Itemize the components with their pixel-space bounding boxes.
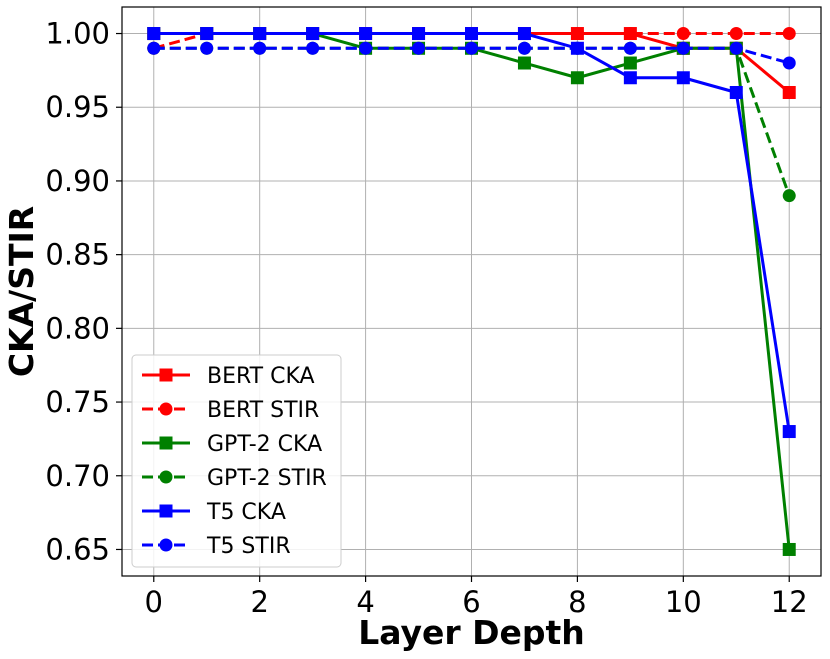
x-tick-label: 8 xyxy=(568,585,586,619)
legend-marker xyxy=(159,470,173,484)
data-point-t5-stir xyxy=(412,41,426,55)
data-point-t5-cka xyxy=(200,27,214,41)
data-point-t5-stir xyxy=(359,41,373,55)
data-point-gpt-2-stir xyxy=(782,189,796,203)
legend-marker xyxy=(159,436,173,450)
x-tick-label: 0 xyxy=(145,585,163,619)
series-t5-stir xyxy=(147,41,796,70)
series-layer xyxy=(147,27,796,556)
legend-label: T5 STIR xyxy=(206,534,291,559)
x-tick-label: 12 xyxy=(771,585,808,619)
legend-item-gpt-2-stir: GPT-2 STIR xyxy=(142,466,327,491)
x-axis-title: Layer Depth xyxy=(358,613,585,652)
data-point-t5-stir xyxy=(200,41,214,55)
y-tick-label: 1.00 xyxy=(45,17,110,51)
legend-marker xyxy=(159,504,173,518)
data-point-t5-cka xyxy=(147,27,161,41)
data-point-t5-stir xyxy=(147,41,161,55)
data-point-gpt-2-cka xyxy=(782,542,796,556)
data-point-t5-stir xyxy=(570,41,584,55)
data-point-t5-cka xyxy=(306,27,320,41)
legend: BERT CKA BERT STIR GPT-2 CKA GPT-2 STIR T5 C… xyxy=(131,354,342,568)
y-tick-label: 0.95 xyxy=(45,90,110,124)
legend-label: BERT CKA xyxy=(207,364,315,389)
ticks: 0 2 4 6 8 10 12 0.65 0.70 0.75 0.80 0.85 0.90 0.95 1.0… xyxy=(45,17,807,619)
data-point-t5-cka xyxy=(253,27,267,41)
data-point-t5-stir xyxy=(253,41,267,55)
data-point-t5-cka xyxy=(676,71,690,85)
data-point-t5-stir xyxy=(676,41,690,55)
y-tick-label: 0.85 xyxy=(45,238,110,272)
data-point-t5-cka xyxy=(623,71,637,85)
data-point-gpt-2-cka xyxy=(517,56,531,70)
y-tick-label: 0.70 xyxy=(45,459,110,493)
x-tick-label: 6 xyxy=(462,585,480,619)
y-tick-label: 0.80 xyxy=(45,311,110,345)
legend-marker xyxy=(159,538,173,552)
x-tick-label: 10 xyxy=(665,585,702,619)
y-tick-label: 0.65 xyxy=(45,532,110,566)
data-point-t5-cka xyxy=(517,27,531,41)
x-tick-label: 2 xyxy=(250,585,268,619)
data-point-t5-cka xyxy=(729,85,743,99)
grid xyxy=(122,7,821,576)
legend-item-t5-cka: T5 CKA xyxy=(142,500,286,525)
legend-label: BERT STIR xyxy=(207,398,319,423)
legend-label: GPT-2 STIR xyxy=(207,466,327,491)
data-point-t5-stir xyxy=(782,56,796,70)
data-point-t5-stir xyxy=(465,41,478,55)
data-point-bert-stir xyxy=(570,27,584,41)
y-tick-label: 0.75 xyxy=(45,385,110,419)
data-point-t5-stir xyxy=(306,41,320,55)
data-point-t5-cka xyxy=(782,425,796,439)
data-point-bert-stir xyxy=(782,27,796,41)
legend-item-bert-cka: BERT CKA xyxy=(142,364,315,389)
data-point-t5-cka xyxy=(465,27,478,41)
legend-marker xyxy=(159,368,173,382)
y-tick-label: 0.90 xyxy=(45,164,110,198)
data-point-bert-stir xyxy=(676,27,690,41)
data-point-t5-cka xyxy=(412,27,426,41)
data-point-bert-cka xyxy=(782,85,796,99)
data-point-bert-stir xyxy=(623,27,637,41)
data-point-t5-stir xyxy=(729,41,743,55)
legend-item-bert-stir: BERT STIR xyxy=(142,398,319,423)
legend-label: T5 CKA xyxy=(206,500,286,525)
data-point-t5-cka xyxy=(359,27,373,41)
data-point-bert-stir xyxy=(729,27,743,41)
data-point-t5-stir xyxy=(623,41,637,55)
legend-label: GPT-2 CKA xyxy=(207,432,322,457)
data-point-gpt-2-cka xyxy=(623,56,637,70)
legend-item-t5-stir: T5 STIR xyxy=(142,534,291,559)
legend-item-gpt-2-cka: GPT-2 CKA xyxy=(142,432,322,457)
x-tick-label: 4 xyxy=(356,585,374,619)
data-point-t5-stir xyxy=(517,41,531,55)
data-point-gpt-2-cka xyxy=(570,71,584,85)
y-axis-title: CKA/STIR xyxy=(2,206,41,377)
legend-marker xyxy=(159,402,173,416)
